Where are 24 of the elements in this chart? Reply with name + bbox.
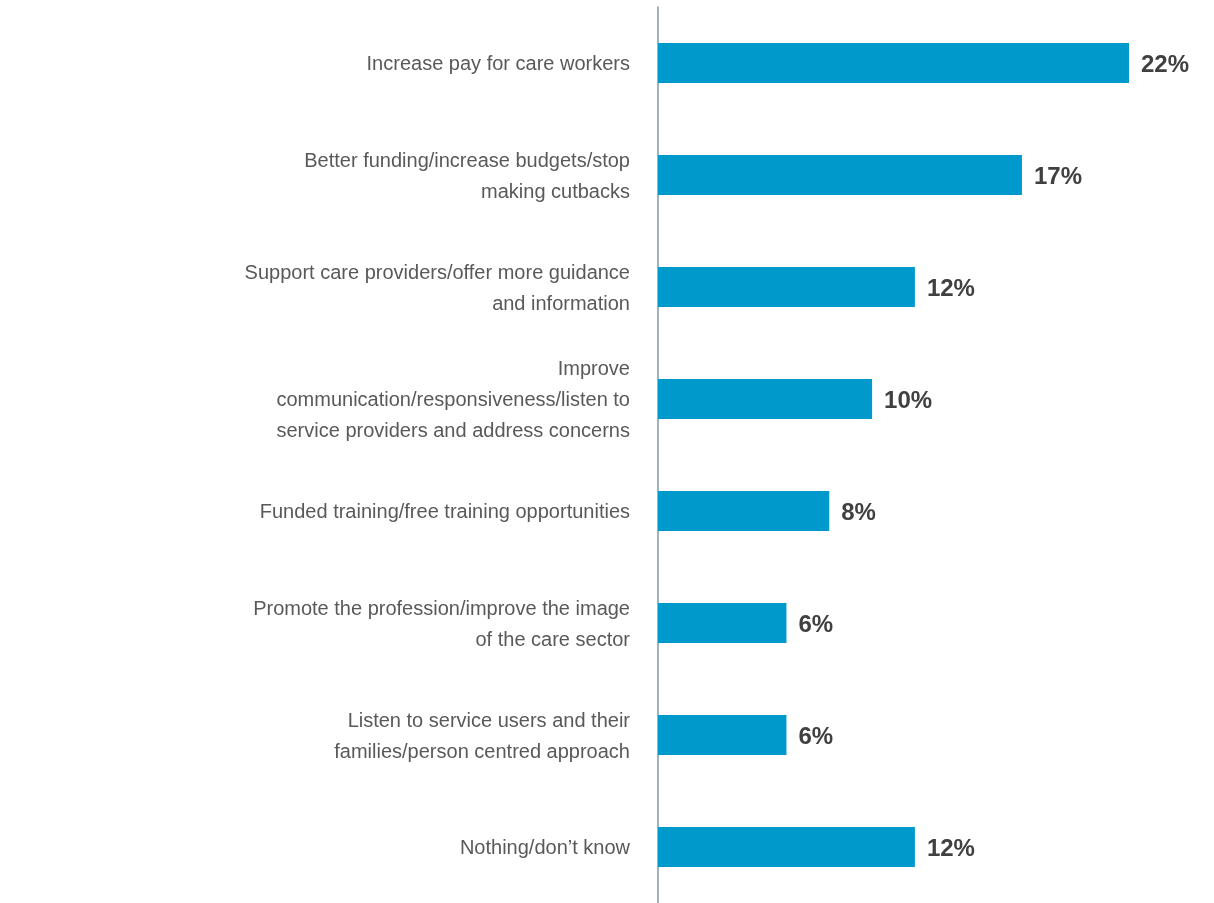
y-tick-label: Support care providers/offer more guidance and information	[244, 260, 630, 314]
bar	[658, 267, 915, 307]
data-label: 17%	[1033, 161, 1082, 189]
y-tick-label: Increase pay for care workers	[366, 52, 630, 74]
bar	[658, 379, 873, 419]
data-label: 6%	[798, 721, 834, 749]
bar	[658, 155, 1022, 195]
bar	[658, 603, 787, 643]
data-label: 22%	[1141, 49, 1190, 77]
y-tick-label: Funded training/free training opportunities	[259, 500, 630, 522]
bar	[658, 43, 1129, 83]
bar	[658, 491, 830, 531]
y-tick-label: Nothing/don’t know	[459, 836, 631, 858]
y-tick-label: Promote the profession/improve the image of the care sector	[253, 596, 631, 650]
y-tick-label: Listen to service users and their families/person centred approach	[334, 708, 631, 762]
bar	[658, 827, 915, 867]
y-tick-label: Improve communication/responsiveness/listen to service providers and address concerns	[276, 357, 630, 441]
data-label: 6%	[798, 609, 834, 637]
y-tick-label: Better funding/increase budgets/stop making cutbacks	[304, 148, 630, 202]
data-label: 8%	[841, 497, 876, 525]
bar	[658, 715, 787, 755]
data-label: 10%	[884, 385, 933, 413]
data-label: 12%	[926, 273, 975, 301]
data-label: 12%	[926, 833, 975, 861]
